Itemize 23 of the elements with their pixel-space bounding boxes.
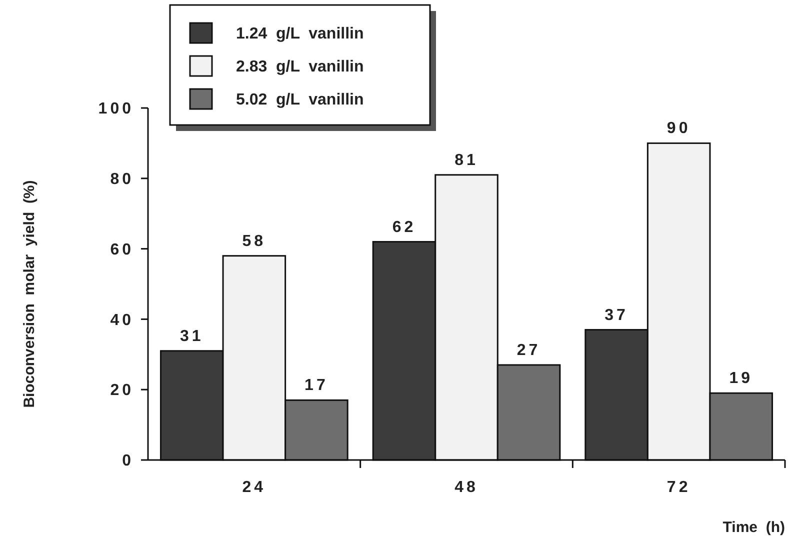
y-tick-label: 40 (110, 312, 134, 329)
y-tick-label: 60 (110, 241, 134, 258)
legend-label: 1.24 g/L vanillin (236, 26, 364, 43)
data-label: 31 (180, 328, 204, 345)
y-axis-title: Bioconversion molar yield (%) (21, 180, 38, 408)
x-axis-title: Time (h) (722, 519, 785, 536)
data-label: 81 (454, 152, 478, 169)
legend-label: 5.02 g/L vanillin (236, 92, 364, 109)
data-label: 17 (304, 377, 328, 394)
x-tick-label: 48 (454, 479, 478, 496)
data-label: 90 (666, 120, 691, 138)
x-tick-label: 72 (666, 479, 691, 496)
y-tick-label: 80 (110, 171, 134, 188)
data-label: 27 (516, 342, 541, 359)
data-label: 58 (242, 232, 266, 250)
y-tick-label: 20 (110, 382, 134, 400)
legend-label: 2.83 g/L vanillin (236, 58, 364, 76)
y-tick-label: 100 (98, 100, 134, 118)
data-label: 62 (392, 218, 416, 236)
y-tick-label: 0 (122, 452, 134, 470)
x-tick-label: 24 (242, 479, 266, 496)
data-label: 19 (729, 370, 754, 388)
data-label: 37 (604, 306, 628, 324)
